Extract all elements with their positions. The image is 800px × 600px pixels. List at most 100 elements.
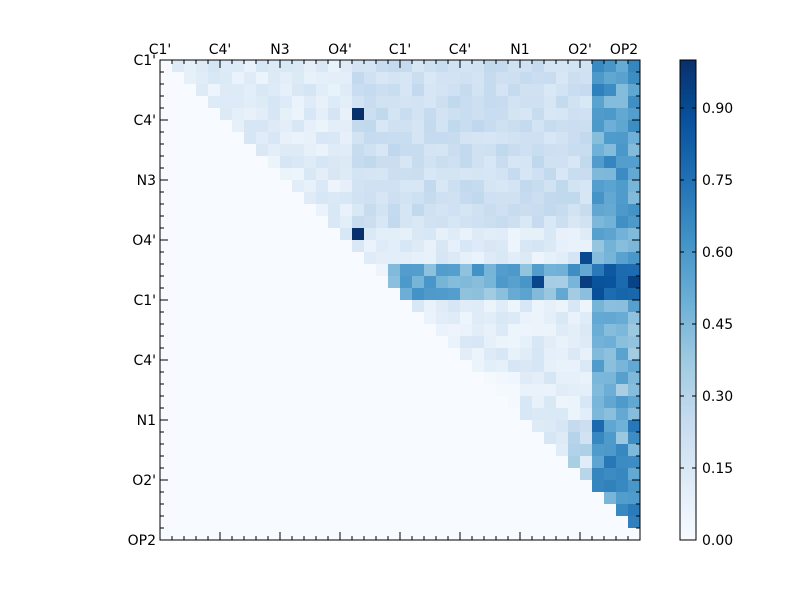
heatmap-cell (352, 108, 365, 121)
heatmap-cell (628, 276, 641, 289)
heatmap-cell (460, 360, 473, 373)
heatmap-cell (244, 348, 257, 361)
heatmap-cell (280, 264, 293, 277)
heatmap-cell (520, 384, 533, 397)
heatmap-cell (472, 480, 485, 493)
heatmap-cell (268, 456, 281, 469)
heatmap-cell (460, 408, 473, 421)
heatmap-cell (376, 180, 389, 193)
heatmap-cell (400, 480, 413, 493)
heatmap-cell (172, 108, 185, 121)
heatmap-cell (352, 276, 365, 289)
heatmap-cell (568, 432, 581, 445)
heatmap-cell (184, 144, 197, 157)
heatmap-cell (484, 492, 497, 505)
heatmap-cell (220, 348, 233, 361)
heatmap-cell (268, 324, 281, 337)
heatmap-cell (520, 228, 533, 241)
heatmap-cell (412, 60, 425, 73)
heatmap-cell (340, 396, 353, 409)
heatmap-cell (532, 192, 545, 205)
heatmap-cell (256, 216, 269, 229)
heatmap-cell (304, 456, 317, 469)
heatmap-cell (532, 228, 545, 241)
heatmap-cell (628, 300, 641, 313)
heatmap-cell (472, 504, 485, 517)
heatmap-cell (520, 492, 533, 505)
heatmap-cell (520, 132, 533, 145)
heatmap-cell (568, 216, 581, 229)
heatmap-cell (532, 144, 545, 157)
heatmap-cell (304, 192, 317, 205)
heatmap-cell (568, 360, 581, 373)
heatmap-cell (580, 60, 593, 73)
heatmap-cell (424, 312, 437, 325)
x-tick-label: C4' (449, 42, 472, 58)
heatmap-cell (508, 180, 521, 193)
heatmap-cell (484, 516, 497, 529)
heatmap-cell (472, 456, 485, 469)
heatmap-cell (424, 456, 437, 469)
heatmap-cell (388, 240, 401, 253)
heatmap-cell (292, 156, 305, 169)
heatmap-cell (268, 396, 281, 409)
heatmap-cell (460, 528, 473, 541)
heatmap-cell (340, 384, 353, 397)
heatmap-cell (340, 420, 353, 433)
heatmap-cell (352, 468, 365, 481)
heatmap-cell (436, 192, 449, 205)
heatmap-cell (196, 384, 209, 397)
heatmap-cell (460, 132, 473, 145)
heatmap-cell (448, 108, 461, 121)
heatmap-cell (172, 240, 185, 253)
heatmap-cell (436, 432, 449, 445)
heatmap-cell (496, 72, 509, 85)
heatmap-cell (340, 312, 353, 325)
heatmap-cell (412, 216, 425, 229)
heatmap-cell (232, 216, 245, 229)
heatmap-cell (532, 204, 545, 217)
heatmap-cell (232, 480, 245, 493)
x-tick-label: O2' (568, 42, 592, 58)
heatmap-cell (592, 408, 605, 421)
heatmap-cell (436, 60, 449, 73)
heatmap-cell (508, 84, 521, 97)
heatmap-cell (544, 252, 557, 265)
heatmap-cell (580, 264, 593, 277)
heatmap-cell (532, 72, 545, 85)
heatmap-cell (424, 72, 437, 85)
heatmap-cell (328, 276, 341, 289)
heatmap-cell (592, 516, 605, 529)
heatmap-cell (172, 156, 185, 169)
heatmap-cell (220, 492, 233, 505)
heatmap-cell (580, 516, 593, 529)
heatmap-cell (568, 468, 581, 481)
heatmap-cell (628, 432, 641, 445)
heatmap-cell (244, 276, 257, 289)
heatmap-cell (520, 468, 533, 481)
heatmap-cell (220, 252, 233, 265)
heatmap-cell (268, 444, 281, 457)
heatmap-cell (460, 228, 473, 241)
heatmap-cell (412, 516, 425, 529)
heatmap-cell (496, 264, 509, 277)
heatmap-cell (544, 408, 557, 421)
heatmap-cell (160, 240, 173, 253)
heatmap-cell (316, 180, 329, 193)
heatmap-cell (448, 372, 461, 385)
heatmap-cell (232, 420, 245, 433)
heatmap-cell (364, 264, 377, 277)
heatmap-cell (256, 444, 269, 457)
heatmap-cell (424, 216, 437, 229)
heatmap-cell (352, 156, 365, 169)
heatmap-cell (532, 336, 545, 349)
heatmap-cell (316, 468, 329, 481)
heatmap-cell (388, 432, 401, 445)
heatmap-cell (532, 180, 545, 193)
heatmap-cell (412, 360, 425, 373)
heatmap-cell (184, 240, 197, 253)
heatmap-cell (616, 432, 629, 445)
heatmap-cell (232, 60, 245, 73)
heatmap-cell (256, 372, 269, 385)
heatmap-cell (220, 264, 233, 277)
